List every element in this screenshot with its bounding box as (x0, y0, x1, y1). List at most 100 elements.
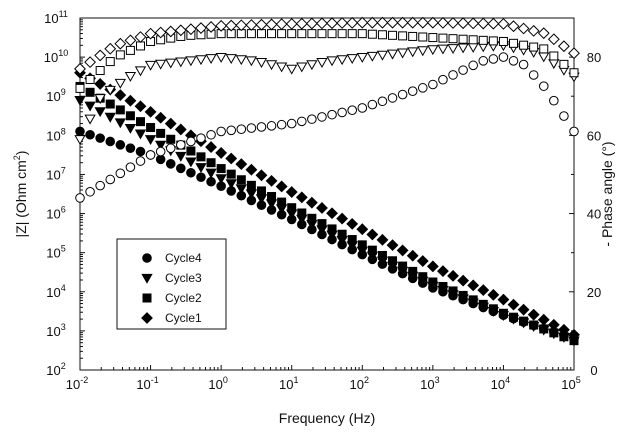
data-point (396, 48, 409, 59)
data-point (205, 141, 217, 153)
right-y-axis-ticks: 0 20 40 60 80 (569, 50, 601, 378)
data-point (327, 109, 337, 120)
data-point (447, 269, 459, 282)
data-point (154, 140, 167, 151)
data-point (356, 223, 369, 236)
data-point (387, 93, 398, 103)
data-point (195, 22, 207, 34)
series-cycle4-phase (75, 52, 579, 203)
data-point (135, 117, 145, 127)
data-point (205, 54, 217, 65)
data-point (104, 85, 116, 96)
data-point (305, 196, 318, 209)
data-point (316, 58, 328, 68)
data-point (317, 112, 327, 122)
data-point (104, 112, 116, 123)
data-point (115, 168, 126, 179)
data-point (406, 249, 419, 262)
data-point (216, 164, 226, 174)
data-point (569, 126, 579, 137)
data-point (356, 53, 368, 63)
data-point (95, 66, 105, 76)
data-point (165, 143, 176, 153)
data-point (115, 140, 126, 150)
data-point (275, 18, 288, 31)
data-point (408, 266, 418, 276)
data-point (529, 320, 539, 330)
data-point (195, 55, 207, 66)
data-point (225, 152, 238, 165)
data-point (196, 152, 206, 162)
legend-label: Cycle1 (165, 311, 202, 325)
data-point (235, 55, 247, 66)
data-point (457, 274, 470, 287)
data-point (367, 245, 377, 255)
data-point (255, 18, 268, 31)
data-point (498, 308, 508, 318)
data-point (94, 107, 106, 118)
data-point (337, 29, 347, 39)
data-point (154, 59, 167, 70)
data-point (236, 124, 247, 134)
data-point (256, 186, 266, 196)
left-y-tick-label: 105 (46, 244, 65, 261)
data-point (285, 186, 298, 198)
data-point (235, 184, 247, 195)
data-point (296, 62, 308, 73)
data-point (537, 27, 550, 40)
data-point (134, 66, 147, 77)
data-point (448, 286, 458, 296)
data-point (437, 16, 449, 29)
data-point (428, 33, 438, 43)
data-point (75, 126, 85, 137)
data-point (316, 17, 328, 30)
data-point (124, 94, 137, 107)
data-point (307, 114, 317, 124)
data-point (346, 16, 359, 29)
data-point (175, 151, 187, 162)
data-point (144, 60, 157, 71)
data-point (507, 298, 520, 311)
data-point (519, 316, 529, 326)
data-point (529, 42, 539, 52)
right-y-tick-label: 60 (587, 128, 601, 143)
data-point (255, 169, 268, 182)
data-point (437, 265, 449, 278)
right-y-axis-title: - Phase angle (°) (599, 141, 615, 246)
data-point (215, 53, 227, 63)
data-point (347, 235, 357, 245)
data-point (125, 143, 136, 153)
data-point (277, 197, 287, 207)
data-point (124, 123, 137, 134)
data-point (144, 135, 157, 146)
data-point (386, 16, 399, 29)
data-point (337, 107, 347, 118)
data-point (497, 293, 510, 306)
data-point (497, 17, 510, 30)
data-point (488, 54, 499, 64)
data-point (165, 58, 177, 69)
data-point (124, 72, 137, 82)
data-point (406, 16, 419, 29)
data-point (94, 49, 107, 62)
data-point (507, 20, 520, 33)
data-point (396, 244, 409, 257)
data-point (144, 27, 157, 40)
data-point (165, 159, 176, 169)
data-point (527, 308, 540, 321)
data-point (347, 29, 357, 39)
data-point (84, 114, 96, 125)
data-point (468, 60, 478, 71)
data-point (448, 70, 458, 80)
data-point (417, 83, 428, 93)
data-point (305, 17, 318, 30)
data-point (377, 30, 387, 40)
data-point (388, 30, 398, 40)
data-point (478, 299, 488, 309)
data-point (146, 123, 156, 133)
data-point (275, 62, 288, 73)
data-point (215, 147, 228, 159)
right-y-tick-label: 20 (587, 285, 601, 300)
data-point (468, 295, 478, 305)
data-point (156, 128, 166, 138)
